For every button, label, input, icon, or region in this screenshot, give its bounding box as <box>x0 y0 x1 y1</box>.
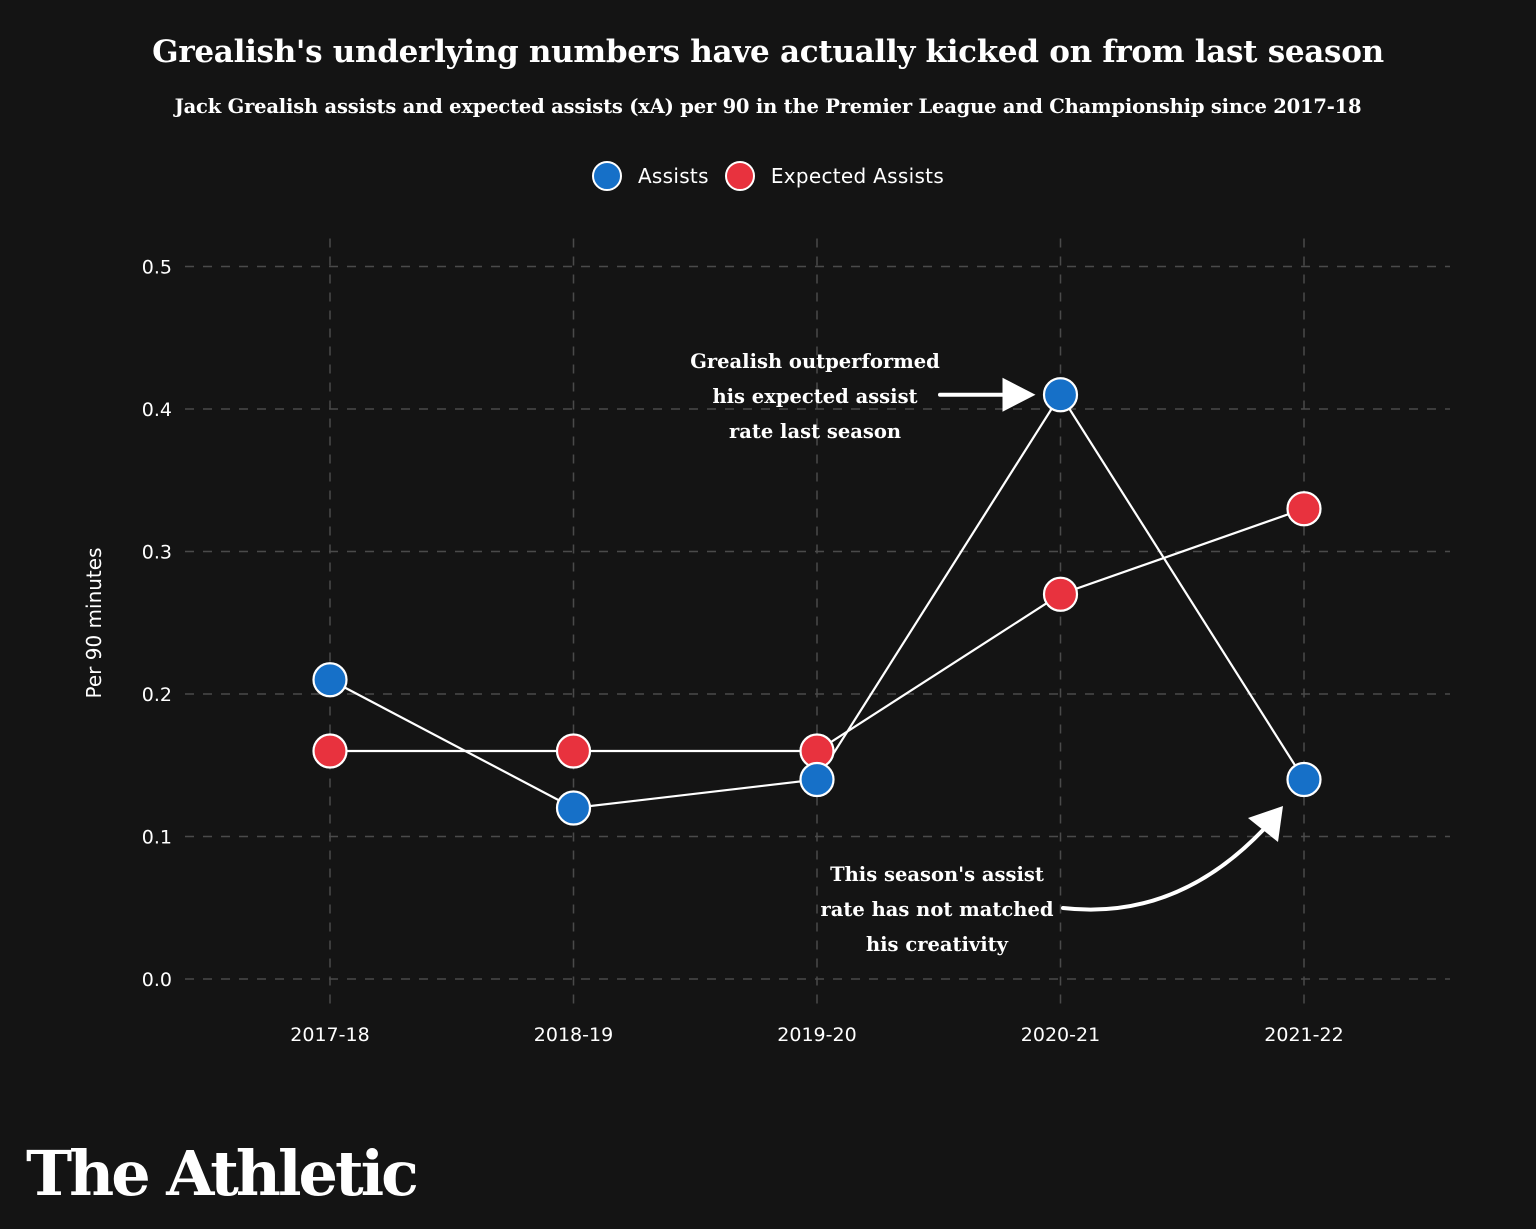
x-tick-label-4: 2021-22 <box>1264 1024 1343 1046</box>
point-assists-2018-19 <box>555 790 592 826</box>
the-athletic-logo: The Athletic <box>26 1137 419 1210</box>
legend-marker-assists <box>591 161 622 191</box>
x-tick-label-1: 2018-19 <box>534 1024 613 1046</box>
point-expected-assists-2021-22 <box>1286 491 1322 527</box>
annotation-1-line-1: Grealish outperformed <box>690 350 940 373</box>
point-assists-2019-20 <box>799 761 835 798</box>
legend-marker-expected-assists <box>724 161 755 191</box>
y-tick-label-0: 0.0 <box>142 969 172 991</box>
annotations: Grealish outperformed his expected assist… <box>690 350 1283 956</box>
y-tick-label-2: 0.2 <box>142 684 172 706</box>
x-tick-label-0: 2017-18 <box>290 1024 369 1046</box>
chart-subtitle: Jack Grealish assists and expected assis… <box>174 95 1362 118</box>
y-tick-label-5: 0.5 <box>142 257 172 279</box>
axes: 0.0 0.1 0.2 0.3 0.4 0.5 2017-18 2018-19 2019-20 2… <box>82 257 1344 1047</box>
annotation-2-line-3: his creativity <box>866 933 1009 956</box>
annotation-1-line-2: his expected assist <box>712 385 917 408</box>
point-assists-2021-22 <box>1286 761 1322 798</box>
chart-title: Grealish's underlying numbers have actua… <box>152 34 1384 70</box>
legend-label-assists: Assists <box>637 164 709 188</box>
legend-item-expected-assists: Expected Assists <box>724 161 945 191</box>
annotation-2-arrow-head <box>1248 806 1283 842</box>
annotation-2-line-2: rate has not matched <box>820 898 1053 921</box>
y-axis-label: Per 90 minutes <box>82 548 106 699</box>
y-tick-label-1: 0.1 <box>142 827 172 849</box>
annotation-2-arrow-shaft <box>1061 828 1265 912</box>
point-assists-2020-21 <box>1042 377 1079 413</box>
grid <box>185 238 1450 1007</box>
point-expected-assists-2020-21 <box>1042 576 1079 612</box>
legend-item-assists: Assists <box>591 161 709 191</box>
y-tick-label-3: 0.3 <box>142 542 172 564</box>
legend-label-expected-assists: Expected Assists <box>770 164 945 188</box>
annotation-1-arrow-head <box>1002 377 1036 412</box>
point-expected-assists-2017-18 <box>312 733 348 769</box>
x-tick-label-3: 2020-21 <box>1021 1024 1100 1046</box>
point-expected-assists-2018-19 <box>555 733 592 769</box>
annotation-1-line-3: rate last season <box>729 420 901 443</box>
legend: Assists Expected Assists <box>0 158 1536 194</box>
series-points <box>312 377 1322 826</box>
annotation-2-line-1: This season's assist <box>830 863 1044 886</box>
x-tick-label-2: 2019-20 <box>777 1024 856 1046</box>
y-tick-label-4: 0.4 <box>142 399 172 421</box>
point-assists-2017-18 <box>312 662 348 698</box>
